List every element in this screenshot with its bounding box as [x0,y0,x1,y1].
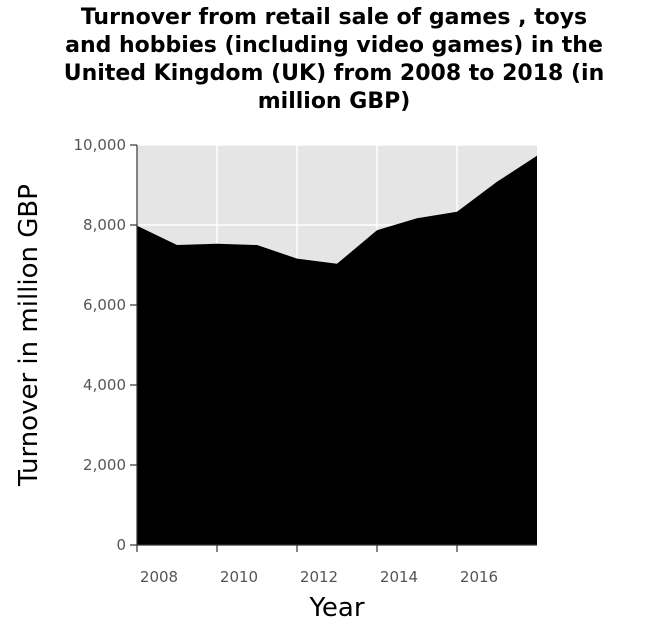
x-axis-title: Year [308,593,364,623]
x-tick-label-3: 2014 [380,568,418,586]
x-axis: 2008 2010 2012 2014 2016 [137,545,537,586]
y-axis: 0 2,000 4,000 6,000 8,000 10,000 [74,136,138,554]
x-tick-label-2: 2012 [300,568,338,586]
y-tick-label-0: 0 [116,536,126,554]
y-tick-label-5: 10,000 [74,136,127,154]
x-tick-label-1: 2010 [220,568,258,586]
x-tick-label-0: 2008 [140,568,178,586]
x-tick-label-4: 2016 [460,568,498,586]
y-tick-label-1: 2,000 [83,456,126,474]
y-axis-title: Turnover in million GBP [14,184,44,487]
y-tick-label-4: 8,000 [83,216,126,234]
y-tick-label-3: 6,000 [83,296,126,314]
y-tick-label-2: 4,000 [83,376,126,394]
